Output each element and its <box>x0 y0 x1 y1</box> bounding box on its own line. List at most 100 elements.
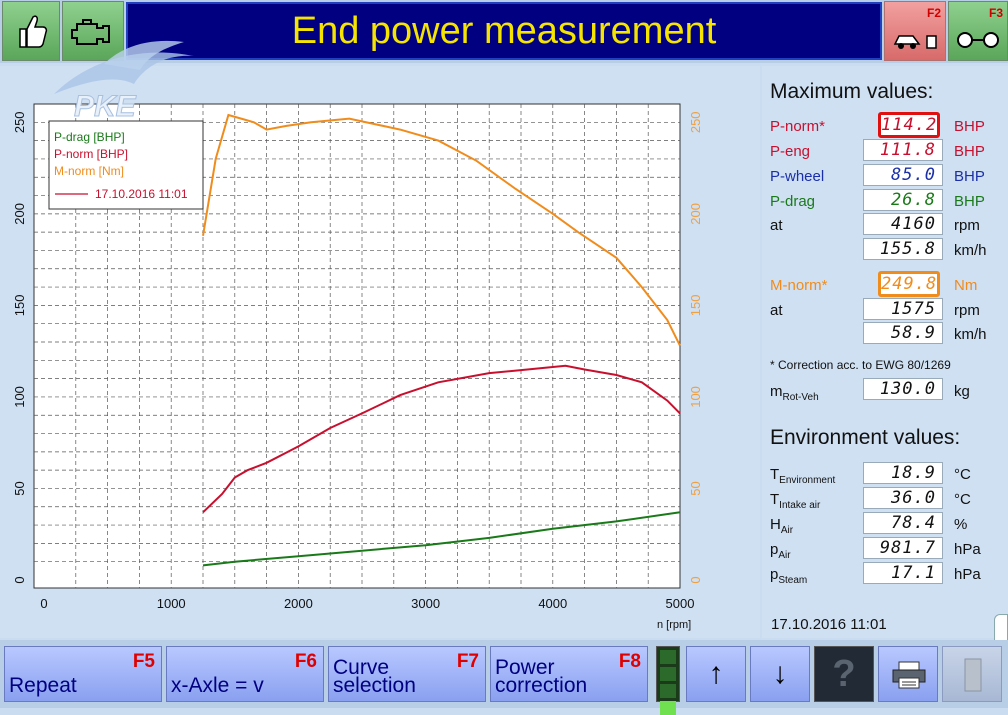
engine-icon <box>71 19 110 45</box>
mass-value: 130.0 <box>863 378 943 400</box>
function-button-label-line2: x-Axle = v <box>171 674 264 697</box>
mass-unit: kg <box>954 383 970 400</box>
chart-ticks: 0 1000 2000 3000 4000 5000 0 50 100 150 200 250 0 50 1… <box>12 111 703 611</box>
env-row-label-sub: Environment <box>779 475 836 486</box>
env-row-label-sub: Air <box>778 550 791 561</box>
y-left-tick-label: 0 <box>12 576 27 583</box>
max-row-value: 114.2 <box>878 112 940 138</box>
max-row-label: P-drag <box>770 193 816 210</box>
x-axis-label: n [rpm] <box>657 619 691 631</box>
max-row-label: at <box>770 217 783 234</box>
mass-label: mRot-Veh <box>770 383 819 403</box>
function-button-label-line1: Curve <box>333 656 390 679</box>
env-row-label: pSteam <box>770 566 807 586</box>
y-right-tick-label: 100 <box>688 386 703 408</box>
env-row-label-sub: Intake air <box>779 500 821 511</box>
max-row-unit: rpm <box>954 217 980 234</box>
y-right-tick-label: 0 <box>688 576 703 583</box>
x-tick-label: 0 <box>40 596 47 611</box>
max-row-value: 85.0 <box>863 164 943 186</box>
document-icon <box>964 658 982 692</box>
function-button-label-line2: selection <box>333 674 416 697</box>
function-button-f7[interactable]: F7 Curve selection <box>328 646 486 702</box>
function-button-label: Curve selection <box>333 656 416 697</box>
y-left-tick-label: 250 <box>12 111 27 133</box>
max-row-label: at <box>770 302 783 319</box>
max-row-unit: BHP <box>954 143 985 160</box>
max-row-value: 155.8 <box>863 238 943 260</box>
env-row-label-main: T <box>770 466 780 483</box>
function-button-label: Power correction <box>495 656 588 697</box>
printer-icon <box>892 661 926 689</box>
series-line-p-norm <box>202 364 681 514</box>
mass-label-sub: Rot-Veh <box>782 392 819 403</box>
function-key-label: F7 <box>456 651 479 672</box>
max-row-value: 4160 <box>863 213 943 235</box>
max-row-unit: Nm <box>954 277 978 294</box>
y-right-tick-label: 150 <box>688 295 703 317</box>
y-left-tick-label: 100 <box>12 386 27 408</box>
env-row-label: pAir <box>770 541 791 561</box>
chart-legend: P-drag [BHP] P-norm [BHP] M-norm [Nm] 17… <box>48 120 204 210</box>
pke-logo: PKE <box>54 40 194 124</box>
vehicle-f2-button[interactable]: F2 <box>884 1 946 61</box>
series-line-m-norm <box>202 113 681 347</box>
env-row-unit: hPa <box>954 541 981 558</box>
page-title: End power measurement <box>126 2 882 60</box>
engine-button[interactable] <box>62 1 124 61</box>
max-row-label: P-norm* <box>770 118 826 135</box>
max-row-unit: rpm <box>954 302 980 319</box>
y-left-tick-label: 50 <box>12 481 27 495</box>
chart-grid <box>34 104 680 588</box>
thumbs-up-button[interactable] <box>2 1 60 61</box>
arrow-down-button[interactable]: ↓ <box>750 646 810 702</box>
y-left-tick-label: 200 <box>12 203 27 225</box>
env-row-label-sub: Air <box>780 525 794 536</box>
rollers-f3-button[interactable]: F3 <box>948 1 1008 61</box>
function-button-f5[interactable]: F5 Repeat <box>4 646 162 702</box>
env-row-label-main: H <box>770 516 781 533</box>
arrow-up-button[interactable]: ↑ <box>686 646 746 702</box>
env-row-label-main: T <box>770 491 780 508</box>
function-button-label: x-Axle = v <box>171 674 264 697</box>
help-button[interactable]: ? <box>814 646 874 702</box>
legend-item-m-norm: M-norm [Nm] <box>54 164 124 178</box>
x-tick-label: 3000 <box>411 596 440 611</box>
mass-label-main: m <box>770 383 783 400</box>
series-line-p-drag <box>202 511 681 567</box>
y-left-tick-label: 150 <box>12 295 27 317</box>
function-button-f8[interactable]: F8 Power correction <box>490 646 648 702</box>
max-row-unit: BHP <box>954 193 985 210</box>
env-row-unit: hPa <box>954 566 981 583</box>
env-row-label-main: p <box>770 566 779 583</box>
max-row-label: P-eng <box>770 143 811 160</box>
print-button[interactable] <box>878 646 938 702</box>
env-row-label: TEnvironment <box>770 466 835 486</box>
power-chart: 0 1000 2000 3000 4000 5000 0 50 100 150 200 250 0 50 1… <box>12 103 703 631</box>
function-button-label-line1: Power <box>495 656 555 679</box>
f3-key-label: F3 <box>988 6 1003 20</box>
env-row-value: 78.4 <box>863 512 943 534</box>
rollers-icon <box>957 32 999 48</box>
env-row-label-sub: Steam <box>778 575 808 586</box>
function-button-label-line2: correction <box>495 674 588 697</box>
env-row-value: 17.1 <box>863 562 943 584</box>
x-tick-label: 4000 <box>538 596 567 611</box>
x-tick-label: 5000 <box>666 596 695 611</box>
max-row-value: 58.9 <box>863 322 943 344</box>
y-right-tick-label: 50 <box>688 481 703 495</box>
max-row-label: M-norm* <box>770 277 828 294</box>
measurement-datetime: 17.10.2016 11:01 <box>771 616 887 633</box>
correction-note: * Correction acc. to EWG 80/1269 <box>770 358 951 372</box>
y-right-tick-label: 200 <box>688 203 703 225</box>
max-row-label: P-wheel <box>770 168 825 185</box>
env-row-value: 981.7 <box>863 537 943 559</box>
legend-date: 17.10.2016 11:01 <box>95 187 188 201</box>
env-row-value: 18.9 <box>863 462 943 484</box>
function-button-f6[interactable]: F6 x-Axle = v <box>166 646 324 702</box>
env-row-label: TIntake air <box>770 491 820 511</box>
max-row-value: 111.8 <box>863 139 943 161</box>
max-values-title: Maximum values: <box>770 80 934 103</box>
document-button[interactable] <box>942 646 1002 702</box>
legend-item-p-drag: P-drag [BHP] <box>54 130 125 144</box>
